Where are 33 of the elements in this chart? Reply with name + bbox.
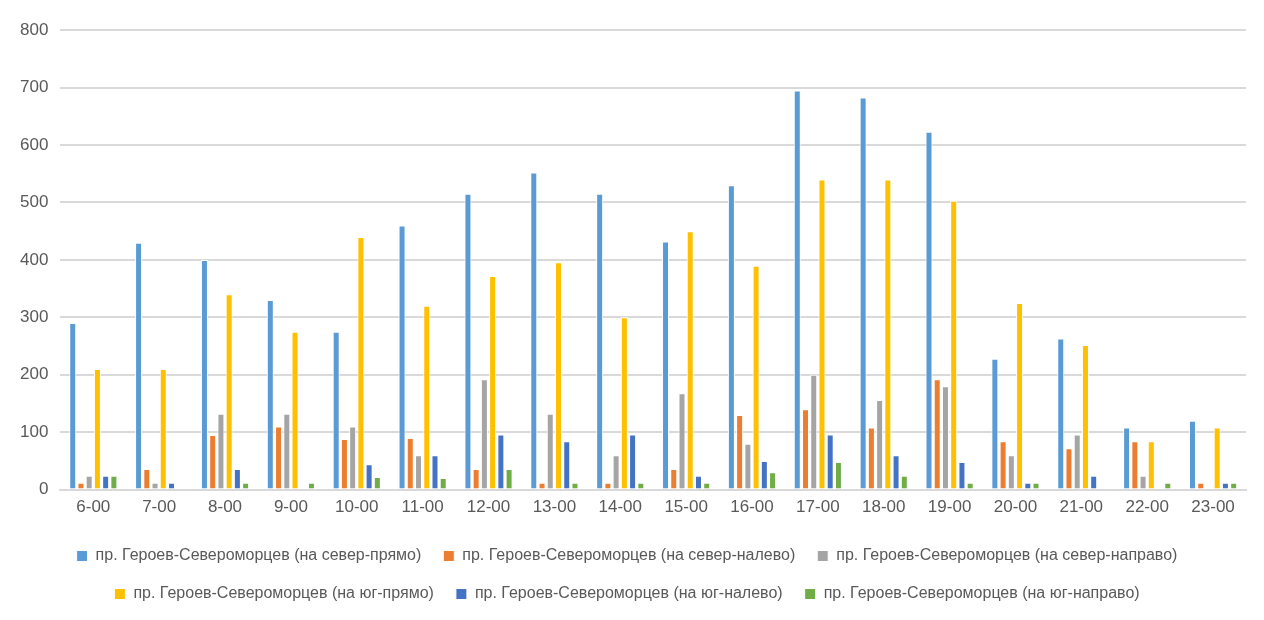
x-tick-label: 20-00 — [993, 497, 1038, 517]
y-tick-label: 300 — [19, 307, 49, 327]
x-tick-label: 8-00 — [208, 497, 243, 517]
x-tick-label: 15-00 — [664, 497, 708, 517]
x-tick-label: 10-00 — [335, 497, 379, 517]
y-tick-label: 200 — [19, 364, 49, 384]
x-tick-label: 11-00 — [401, 497, 444, 517]
x-tick-label: 23-00 — [1191, 497, 1235, 517]
legend-label: пр. Героев-Североморцев (на север-прямо) — [95, 546, 422, 564]
x-tick-label: 6-00 — [76, 497, 111, 517]
y-tick-label: 400 — [19, 249, 49, 269]
x-tick-label: 9-00 — [273, 497, 308, 517]
x-tick-label: 21-00 — [1059, 497, 1104, 517]
legend-label: пр. Героев-Североморцев (на юг-налево) — [474, 584, 783, 602]
x-tick-label: 14-00 — [598, 497, 642, 517]
x-tick-label: 18-00 — [861, 497, 906, 517]
y-tick-label: 100 — [19, 421, 49, 441]
legend-label: пр. Героев-Североморцев (на юг-прямо) — [133, 584, 434, 602]
y-tick-label: 500 — [19, 192, 49, 212]
legend-label: пр. Героев-Североморцев (на север-направо) — [836, 546, 1178, 564]
x-tick-label: 22-00 — [1125, 497, 1169, 517]
x-tick-label: 17-00 — [796, 497, 840, 517]
x-tick-label: 19-00 — [927, 497, 972, 517]
y-tick-label: 800 — [19, 19, 49, 39]
y-tick-label: 0 — [38, 479, 49, 499]
legend-label: пр. Героев-Североморцев (на север-налево) — [462, 546, 796, 564]
x-tick-label: 16-00 — [730, 497, 774, 517]
x-tick-label: 13-00 — [532, 497, 577, 517]
y-tick-label: 600 — [19, 134, 49, 154]
y-tick-label: 700 — [19, 77, 49, 97]
x-tick-label: 7-00 — [142, 497, 177, 517]
legend-label: пр. Героев-Североморцев (на юг-направо) — [823, 584, 1140, 602]
x-tick-label: 12-00 — [466, 497, 511, 517]
